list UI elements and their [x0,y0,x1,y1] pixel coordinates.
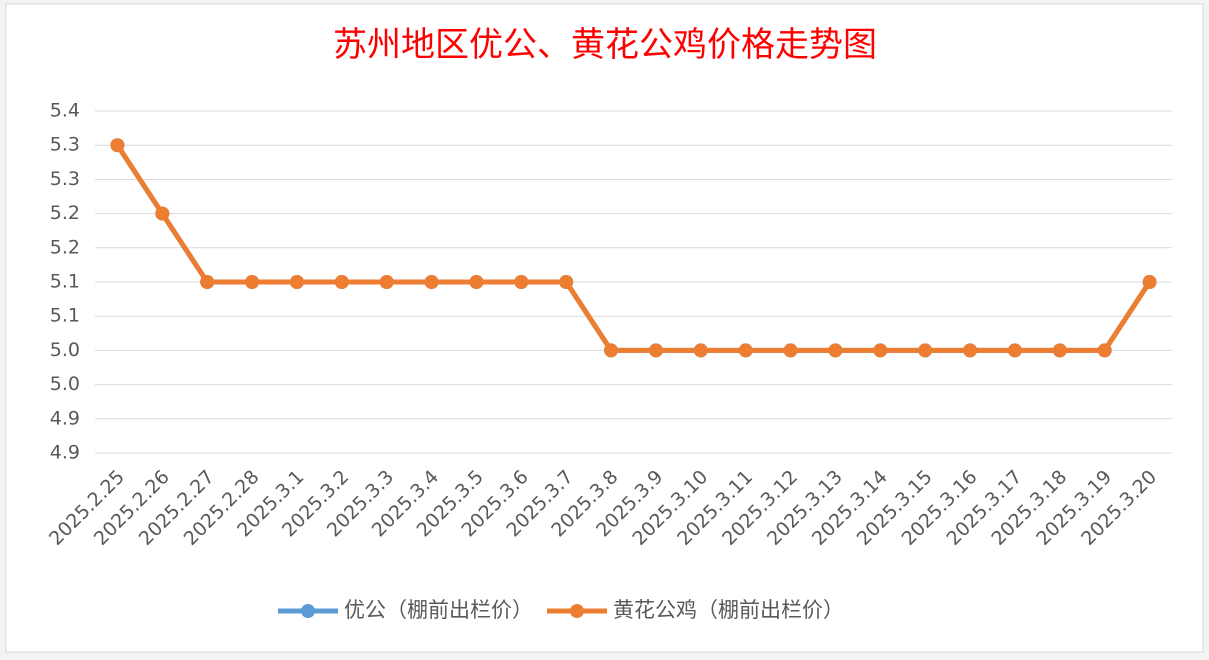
point [469,275,484,289]
point [828,343,843,358]
y-tick-label: 5.1 [50,271,80,293]
point [245,275,260,289]
y-tick-label: 5.4 [50,100,80,122]
legend-label: 优公（棚前出栏价） [344,598,533,622]
point [648,343,663,358]
point [963,343,978,358]
point [289,275,304,289]
y-tick-label: 4.9 [50,407,80,429]
point [514,275,529,289]
y-tick-label: 5.3 [50,168,80,190]
point [155,206,170,221]
point [1142,275,1157,289]
y-tick-label: 5.1 [50,305,80,327]
legend-marker [301,604,315,618]
point [200,275,215,289]
y-tick-label: 5.2 [50,236,80,258]
point [334,275,349,289]
point [604,343,619,358]
point [1097,343,1112,358]
point [738,343,753,358]
y-tick-label: 5.0 [50,373,80,395]
y-tick-label: 5.3 [50,134,80,156]
point [559,275,574,289]
point [1052,343,1067,358]
point [379,275,394,289]
point [110,138,125,153]
y-tick-label: 4.9 [50,442,80,464]
point [873,343,888,358]
y-tick-label: 5.2 [50,202,80,224]
point [918,343,933,358]
point [693,343,708,358]
point [1007,343,1022,358]
series-line [115,143,1152,353]
point [783,343,798,358]
legend-marker [570,604,584,618]
legend-label: 黄花公鸡（棚前出栏价） [613,598,844,622]
point [424,275,439,289]
chart-title: 苏州地区优公、黄花公鸡价格走势图 [333,25,877,65]
y-tick-label: 5.0 [50,339,80,361]
chart-area [5,3,1204,653]
